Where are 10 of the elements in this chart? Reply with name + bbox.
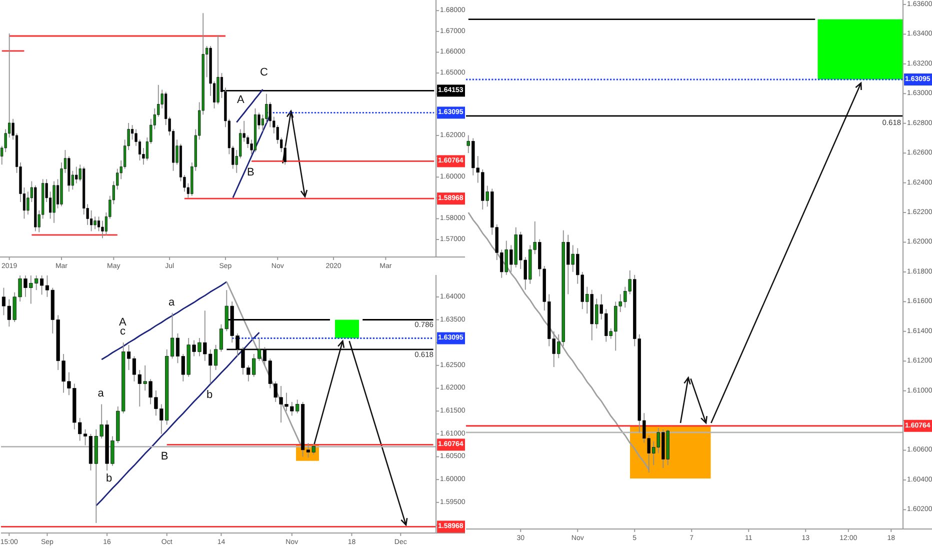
annotation: b xyxy=(206,388,213,401)
annotation: A xyxy=(237,94,246,106)
annotation: a xyxy=(168,296,176,309)
annotation: B xyxy=(160,450,168,463)
annotation: c xyxy=(120,326,126,338)
annotation: B xyxy=(247,166,254,179)
annotation: A xyxy=(119,316,128,328)
annotation: C xyxy=(260,66,268,78)
annotation: a xyxy=(98,387,105,400)
annotation: b xyxy=(106,472,112,484)
